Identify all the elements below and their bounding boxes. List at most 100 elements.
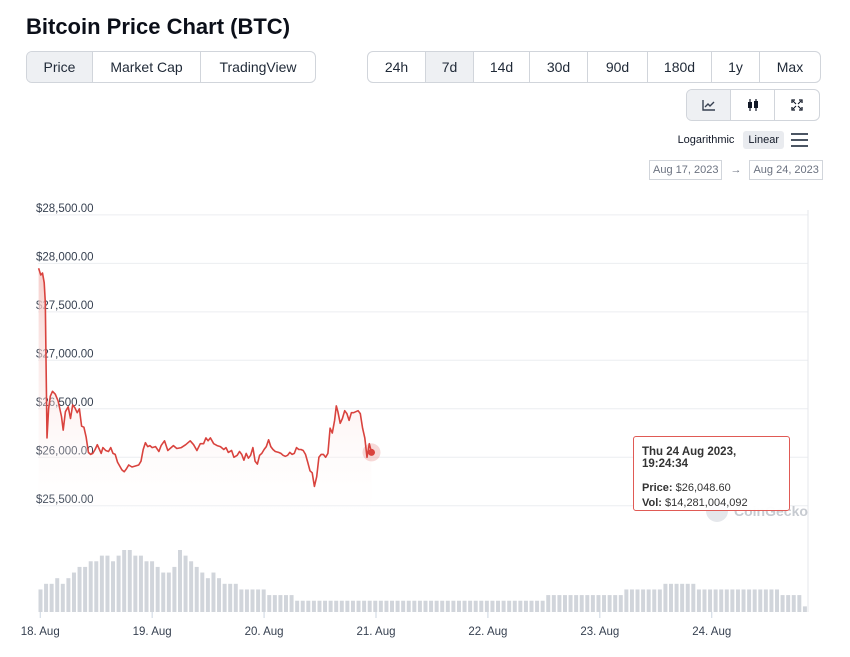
volume-bar [183, 555, 188, 612]
volume-bar [205, 578, 210, 612]
volume-bar [362, 600, 367, 612]
volume-bar [479, 600, 484, 612]
tooltip-price-value: $26,048.60 [675, 482, 731, 494]
arrow-right-icon: → [730, 164, 742, 176]
volume-bar [735, 589, 740, 612]
tooltip-vol-value: $14,281,004,092 [665, 497, 748, 509]
volume-bar [551, 595, 556, 612]
y-tick-label: $28,000.00 [36, 251, 94, 263]
volume-bar [44, 583, 49, 612]
volume-bar [233, 583, 238, 612]
tooltip-vol-label: Vol: [642, 497, 662, 509]
scale-logarithmic[interactable]: Logarithmic [677, 134, 735, 146]
chart-menu-icon[interactable] [791, 133, 808, 147]
range-tabs: 24h 7d 14d 30d 90d 180d 1y Max [367, 51, 821, 83]
date-from-input[interactable]: Aug 17, 2023 [649, 160, 723, 180]
volume-bar [747, 589, 752, 612]
volume-bar [501, 600, 506, 612]
volume-bar [401, 600, 406, 612]
x-tick-label: 20. Aug [245, 626, 284, 638]
volume-bar [680, 583, 685, 612]
volume-bar [468, 600, 473, 612]
scale-linear[interactable]: Linear [743, 131, 784, 149]
volume-bar [473, 600, 478, 612]
x-tick-label: 21. Aug [356, 626, 395, 638]
volume-bar [546, 595, 551, 612]
volume-bar [200, 572, 205, 612]
volume-bar [38, 589, 43, 612]
volume-bar [239, 589, 244, 612]
range-90d[interactable]: 90d [588, 52, 648, 82]
volume-bar [802, 606, 807, 612]
volume-bar [83, 566, 88, 612]
volume-bar [641, 589, 646, 612]
volume-bar [440, 600, 445, 612]
line-chart-button[interactable] [687, 90, 731, 120]
chart-tooltip: Thu 24 Aug 2023, 19:24:34 Price: $26,048… [633, 436, 790, 511]
volume-bar [122, 550, 127, 612]
fullscreen-button[interactable] [775, 90, 819, 120]
tooltip-price-label: Price: [642, 482, 673, 494]
volume-bar [624, 589, 629, 612]
range-180d[interactable]: 180d [648, 52, 712, 82]
tab-market-cap[interactable]: Market Cap [93, 52, 201, 82]
volume-bar [484, 600, 489, 612]
volume-bar [657, 589, 662, 612]
range-30d[interactable]: 30d [530, 52, 588, 82]
range-1y[interactable]: 1y [712, 52, 760, 82]
tab-price[interactable]: Price [27, 52, 93, 82]
volume-bar [166, 572, 171, 612]
volume-bar [417, 600, 422, 612]
volume-bar [775, 589, 780, 612]
x-tick-label: 22. Aug [468, 626, 507, 638]
volume-bar [496, 600, 501, 612]
volume-bar [367, 600, 372, 612]
volume-bar [635, 589, 640, 612]
volume-bar [144, 561, 149, 612]
x-tick-label: 24. Aug [692, 626, 731, 638]
volume-bar [629, 589, 634, 612]
candlestick-button[interactable] [731, 90, 775, 120]
y-tick-label: $28,500.00 [36, 203, 94, 215]
date-range: Aug 17, 2023 → Aug 24, 2023 [649, 160, 823, 180]
price-area [38, 268, 372, 530]
range-14d[interactable]: 14d [474, 52, 530, 82]
volume-bar [105, 555, 110, 612]
volume-bar [451, 600, 456, 612]
volume-bar [708, 589, 713, 612]
volume-bar [289, 595, 294, 612]
volume-bar [55, 578, 60, 612]
volume-bar [663, 583, 668, 612]
volume-bar [769, 589, 774, 612]
volume-bar [339, 600, 344, 612]
volume-bar [429, 600, 434, 612]
volume-bar [373, 600, 378, 612]
volume-bar [267, 595, 272, 612]
view-tabs: Price Market Cap TradingView [26, 51, 316, 83]
x-tick-label: 18. Aug [21, 626, 60, 638]
range-24h[interactable]: 24h [368, 52, 426, 82]
volume-bar [507, 600, 512, 612]
range-7d[interactable]: 7d [426, 52, 474, 82]
range-max[interactable]: Max [776, 59, 804, 75]
volume-bar [71, 572, 76, 612]
volume-bar [60, 583, 65, 612]
volume-bar [535, 600, 540, 612]
volume-bar [272, 595, 277, 612]
volume-bar [646, 589, 651, 612]
volume-bar [155, 566, 160, 612]
volume-bar [696, 589, 701, 612]
tab-tradingview[interactable]: TradingView [219, 59, 297, 75]
volume-bar [596, 595, 601, 612]
volume-bar [127, 550, 132, 612]
volume-bar [300, 600, 305, 612]
volume-bar [741, 589, 746, 612]
volume-bar [256, 589, 261, 612]
volume-bar [278, 595, 283, 612]
volume-bar [574, 595, 579, 612]
volume-bar [311, 600, 316, 612]
date-to-input[interactable]: Aug 24, 2023 [749, 160, 823, 180]
volume-bar [317, 600, 322, 612]
volume-bar [261, 589, 266, 612]
